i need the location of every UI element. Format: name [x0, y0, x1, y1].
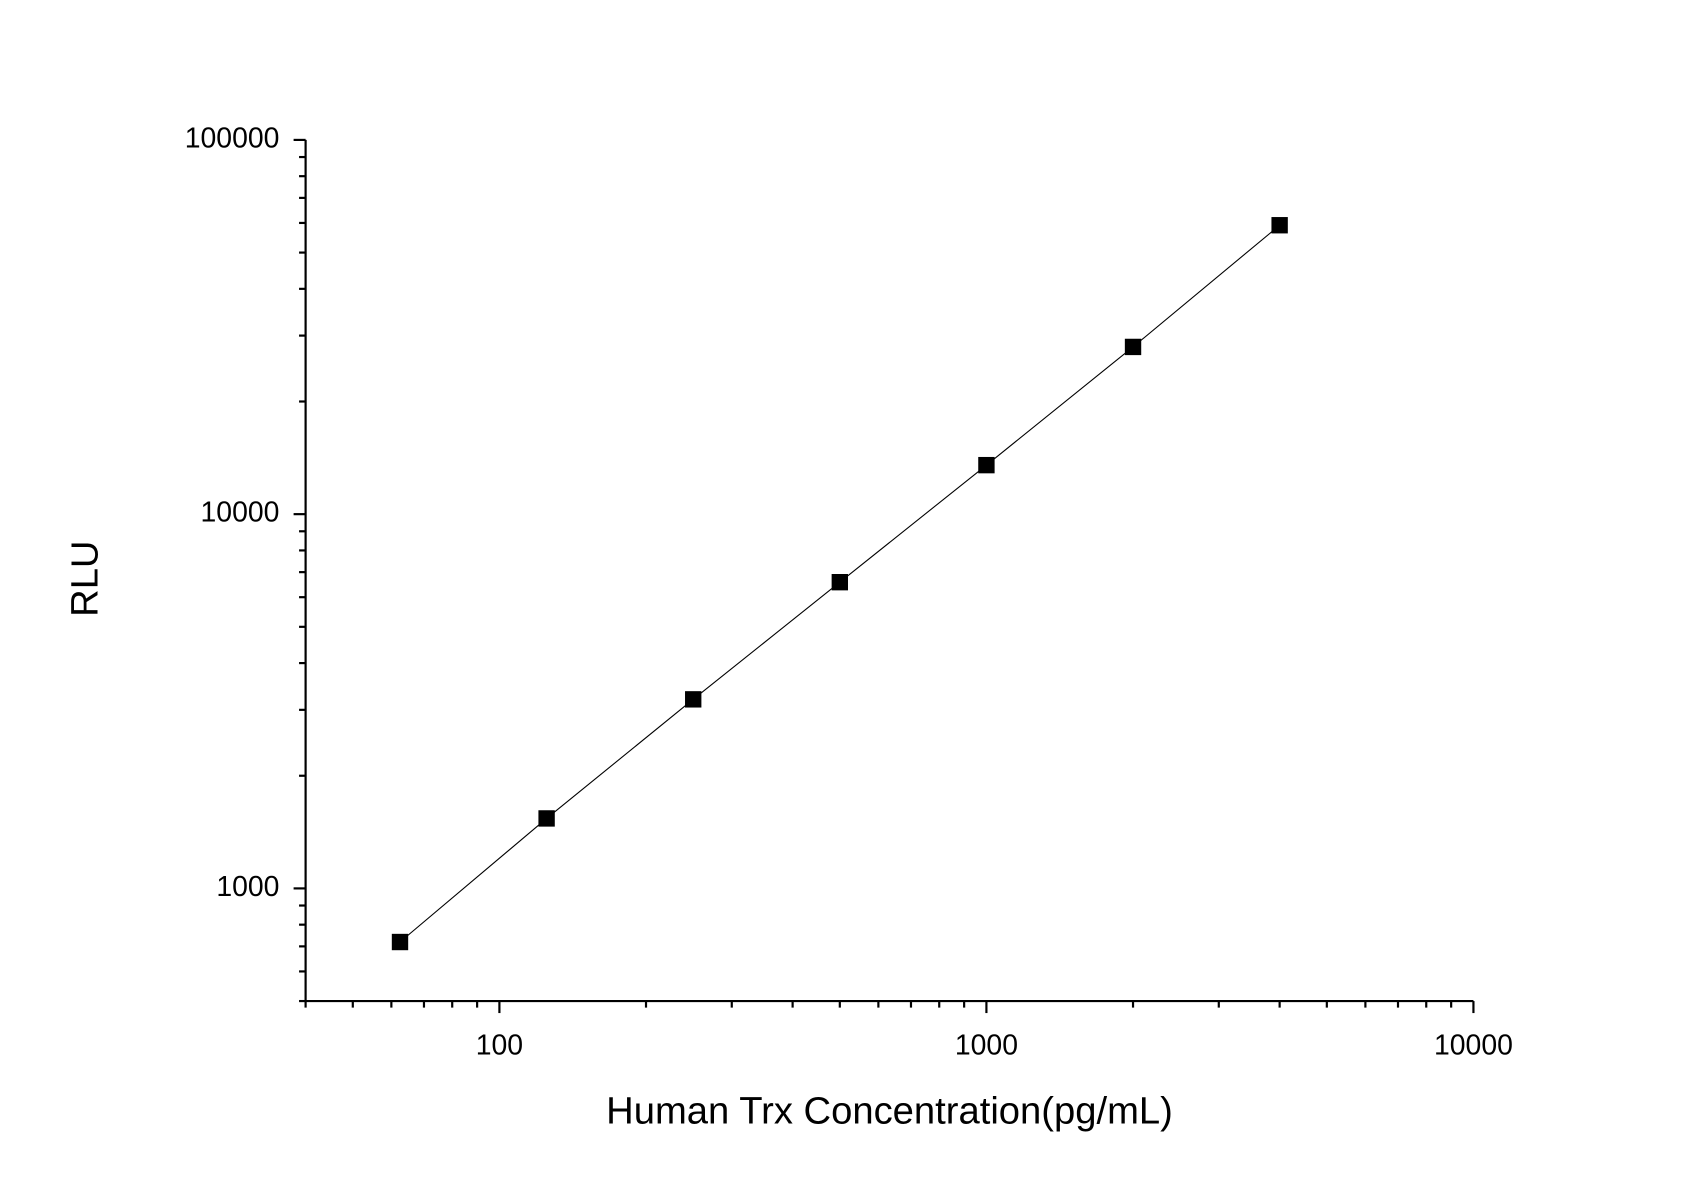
- y-tick-label: 1000: [216, 871, 279, 903]
- marker: [978, 456, 995, 474]
- marker: [1271, 217, 1288, 234]
- x-tick-label: 100: [476, 1029, 523, 1061]
- marker: [391, 933, 409, 951]
- y-axis-title: RLU: [63, 540, 106, 616]
- x-tick-label: 1000: [955, 1029, 1018, 1061]
- marker: [831, 574, 849, 591]
- marker: [685, 691, 702, 708]
- x-axis-title: Human Trx Concentration(pg/mL): [606, 1090, 1173, 1133]
- y-tick-label: 10000: [201, 497, 280, 529]
- marker: [538, 810, 555, 827]
- y-tick-label: 100000: [185, 122, 280, 154]
- x-tick-label: 10000: [1434, 1029, 1513, 1061]
- marker: [1124, 338, 1142, 356]
